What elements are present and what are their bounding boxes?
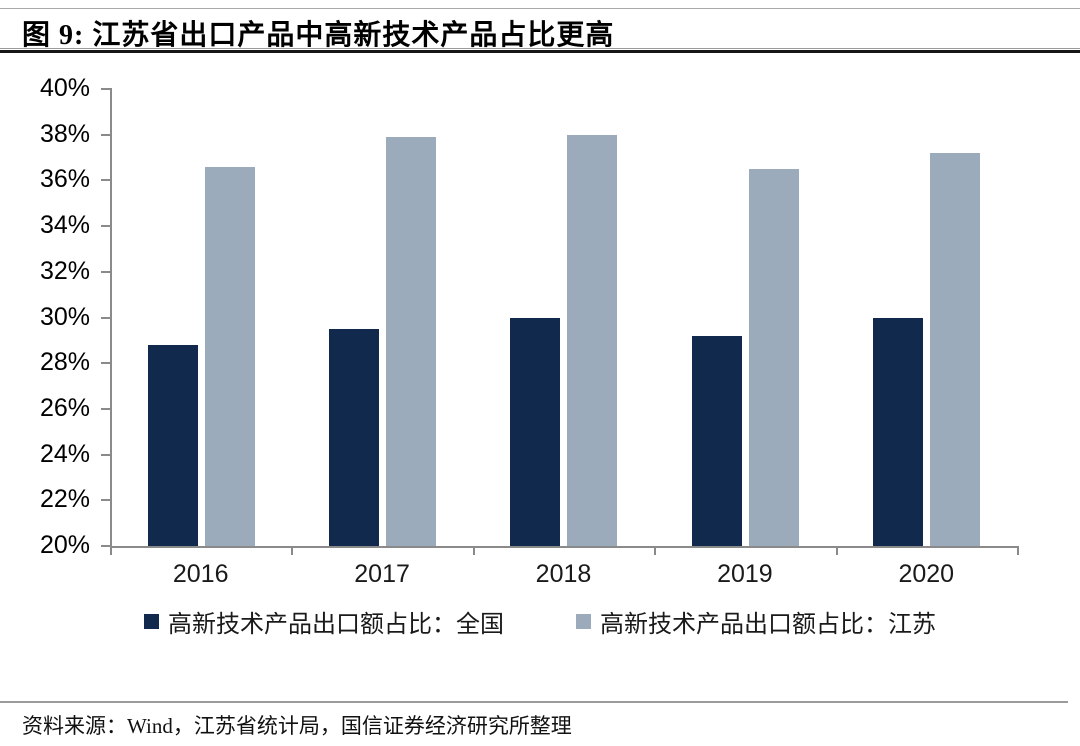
y-axis <box>110 88 112 547</box>
title-divider-thin <box>0 48 1080 49</box>
legend-swatch-jiangsu <box>576 614 591 629</box>
y-axis-tick <box>101 499 110 502</box>
bar-jiangsu-2020 <box>930 152 981 546</box>
bar-national-2018 <box>510 317 561 546</box>
bar-jiangsu-2016 <box>204 166 255 546</box>
title-divider-thick <box>0 50 1080 53</box>
y-tick-label: 22% <box>39 485 90 514</box>
legend-item-national: 高新技术产品出口额占比：全国 <box>144 604 504 639</box>
y-axis-tick <box>101 270 110 273</box>
y-axis-tick <box>101 407 110 410</box>
y-tick-label: 36% <box>39 165 90 194</box>
y-axis-tick <box>101 316 110 319</box>
x-tick-label-2017: 2017 <box>354 560 410 588</box>
y-axis-tick <box>101 88 110 90</box>
legend-item-jiangsu: 高新技术产品出口额占比：江苏 <box>576 604 936 639</box>
figure-title: 图 9: 江苏省出口产品中高新技术产品占比更高 <box>22 20 615 51</box>
x-tick-label-2020: 2020 <box>898 560 955 588</box>
source-note: 资料来源：Wind，江苏省统计局，国信证券经济研究所整理 <box>22 714 572 738</box>
y-axis-tick <box>101 453 110 456</box>
bar-jiangsu-2017 <box>385 136 436 546</box>
x-tick-label-2016: 2016 <box>172 560 229 588</box>
y-tick-label: 28% <box>39 348 90 377</box>
y-axis-tick <box>101 179 110 182</box>
x-axis-tick <box>835 546 838 555</box>
y-tick-label: 34% <box>39 211 90 240</box>
y-axis-tick <box>101 133 110 136</box>
y-tick-label: 38% <box>39 119 90 148</box>
y-tick-label: 32% <box>39 256 90 285</box>
y-axis-tick <box>101 545 110 547</box>
legend-swatch-national <box>144 614 159 629</box>
x-axis-tick <box>110 546 112 555</box>
y-tick-label: 26% <box>39 393 90 422</box>
x-tick-label-2018: 2018 <box>535 560 592 588</box>
bar-jiangsu-2018 <box>567 134 618 546</box>
y-tick-label: 20% <box>39 531 90 559</box>
bar-national-2016 <box>147 344 198 546</box>
chart-legend: 高新技术产品出口额占比：全国 高新技术产品出口额占比：江苏 <box>0 604 1080 639</box>
legend-label-national: 高新技术产品出口额占比：全国 <box>168 612 504 638</box>
bar-national-2017 <box>328 328 379 546</box>
x-axis-tick <box>291 546 294 555</box>
y-axis-tick <box>101 225 110 228</box>
x-axis-tick <box>1017 546 1019 555</box>
y-tick-label: 30% <box>39 302 90 331</box>
footer-divider <box>0 701 1068 703</box>
y-tick-label: 24% <box>39 439 90 468</box>
bar-national-2019 <box>691 335 742 546</box>
x-axis-tick <box>654 546 657 555</box>
top-divider <box>0 8 1080 9</box>
x-axis-tick <box>472 546 475 555</box>
y-tick-label: 40% <box>39 74 90 102</box>
x-tick-label-2019: 2019 <box>717 560 773 588</box>
legend-label-jiangsu: 高新技术产品出口额占比：江苏 <box>600 612 936 638</box>
bar-jiangsu-2019 <box>748 168 799 546</box>
x-axis <box>110 546 1019 548</box>
bar-national-2020 <box>873 317 924 546</box>
y-axis-tick <box>101 362 110 365</box>
